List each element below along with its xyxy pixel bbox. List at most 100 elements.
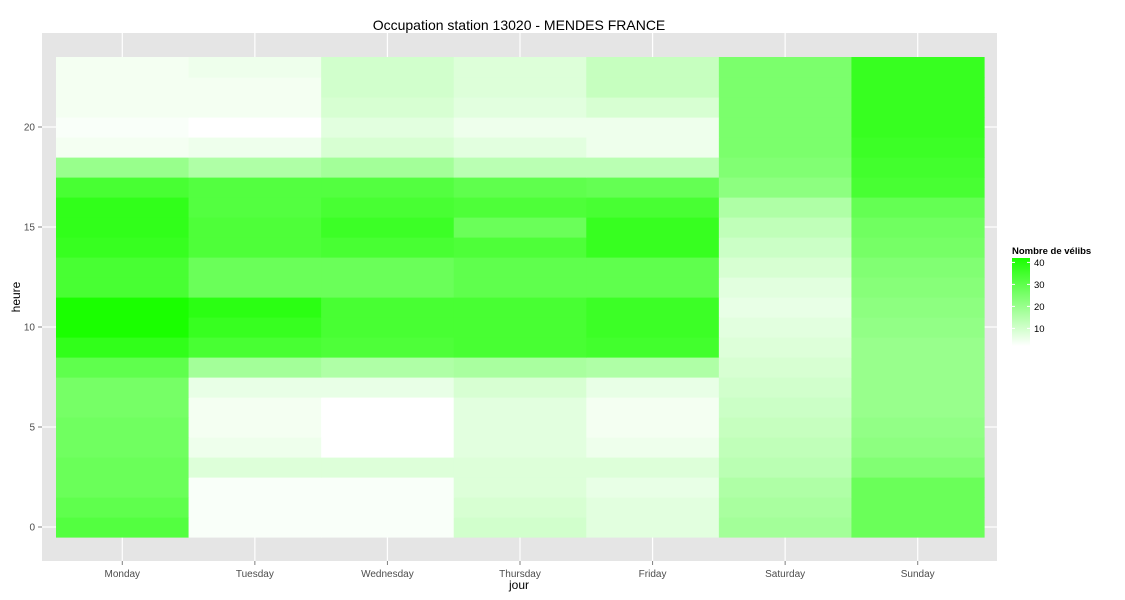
heatmap-cell — [321, 97, 455, 118]
heatmap-cell — [851, 157, 985, 178]
legend: Nombre de vélibs 40 30 20 10 — [1012, 246, 1091, 346]
heatmap-cell — [188, 217, 322, 238]
heatmap-cell — [56, 97, 190, 118]
heatmap-cell — [718, 97, 853, 118]
heatmap-cell — [188, 97, 322, 118]
heatmap-cell — [851, 417, 985, 438]
heatmap-cell — [718, 137, 853, 158]
heatmap-cell — [56, 497, 190, 518]
heatmap-cell — [718, 117, 853, 138]
heatmap-cell — [188, 357, 322, 378]
heatmap-cell — [56, 217, 190, 238]
heatmap-cell — [56, 77, 190, 98]
heatmap-cell — [453, 477, 587, 498]
heatmap-cell — [453, 517, 587, 538]
heatmap-cell — [586, 317, 720, 338]
heatmap-cell — [56, 337, 190, 358]
heatmap-cell — [453, 77, 587, 98]
heatmap-cell — [453, 97, 587, 118]
heatmap-cell — [718, 317, 853, 338]
heatmap-cell — [718, 217, 853, 238]
heatmap-cell — [586, 57, 720, 78]
heatmap-cell — [188, 337, 322, 358]
heatmap-cell — [453, 417, 587, 438]
heatmap-cell — [453, 277, 587, 298]
heatmap-cell — [586, 217, 720, 238]
heatmap-cell — [321, 477, 455, 498]
heatmap-cell — [188, 397, 322, 418]
x-tick-label: Saturday — [765, 569, 805, 580]
chart-title: Occupation station 13020 - MENDES FRANCE — [373, 17, 666, 33]
heatmap-cell — [188, 457, 322, 478]
heatmap-cell — [586, 417, 720, 438]
heatmap-cell — [56, 277, 190, 298]
heatmap-cell — [321, 257, 455, 278]
heatmap-cell — [321, 117, 455, 138]
x-tick-label: Sunday — [901, 569, 935, 580]
heatmap-cell — [718, 197, 853, 218]
heatmap-cell — [851, 57, 985, 78]
heatmap-cell — [586, 157, 720, 178]
heatmap-cell — [56, 397, 190, 418]
heatmap-cell — [188, 437, 322, 458]
heatmap-cell — [586, 197, 720, 218]
heatmap-cell — [56, 137, 190, 158]
heatmap-cell — [453, 257, 587, 278]
heatmap-cell — [188, 197, 322, 218]
heatmap-cell — [321, 237, 455, 258]
heatmap-cell — [188, 297, 322, 318]
legend-tick-label: 30 — [1034, 280, 1045, 291]
heatmap-cell — [188, 317, 322, 338]
heatmap-cell — [586, 297, 720, 318]
heatmap-cell — [453, 457, 587, 478]
heatmap-cell — [586, 397, 720, 418]
heatmap-cell — [586, 237, 720, 258]
heatmap-cell — [851, 217, 985, 238]
heatmap-cell — [851, 237, 985, 258]
heatmap-cell — [321, 377, 455, 398]
heatmap-cell — [851, 437, 985, 458]
heatmap-cell — [586, 457, 720, 478]
heatmap-cell — [718, 257, 853, 278]
legend-color-bar — [1012, 258, 1030, 346]
heatmap-cell — [718, 497, 853, 518]
heatmap-cell — [586, 497, 720, 518]
heatmap-cell — [188, 477, 322, 498]
heatmap-cell — [851, 497, 985, 518]
heatmap-cell — [586, 257, 720, 278]
heatmap-cell — [188, 277, 322, 298]
heatmap-cell — [718, 477, 853, 498]
heatmap-cell — [851, 317, 985, 338]
heatmap-cell — [453, 297, 587, 318]
heatmap-cell — [453, 177, 587, 198]
heatmap-cell — [321, 337, 455, 358]
y-tick-label: 20 — [24, 123, 36, 134]
y-tick-label: 15 — [24, 223, 36, 234]
heatmap-cell — [851, 457, 985, 478]
heatmap-cell — [453, 337, 587, 358]
heatmap-cell — [56, 177, 190, 198]
legend-title: Nombre de vélibs — [1012, 246, 1091, 257]
heatmap-cell — [718, 297, 853, 318]
x-tick-label: Friday — [639, 569, 667, 580]
heatmap-cell — [188, 177, 322, 198]
heatmap-cell — [851, 197, 985, 218]
heatmap-cell — [56, 157, 190, 178]
heatmap-cell — [321, 437, 455, 458]
heatmap-cell — [321, 317, 455, 338]
heatmap-cell — [586, 77, 720, 98]
y-tick-label: 10 — [24, 323, 36, 334]
heatmap-cell — [453, 357, 587, 378]
y-axis-title: heure — [9, 281, 23, 312]
heatmap-cell — [851, 357, 985, 378]
heatmap-cell — [321, 157, 455, 178]
y-axis: 0 5 10 15 20 — [24, 123, 42, 534]
heatmap-cell — [321, 137, 455, 158]
x-axis: Monday Tuesday Wednesday Thursday Friday Satu… — [104, 561, 935, 580]
heatmap-cell — [453, 157, 587, 178]
heatmap-cell — [321, 417, 455, 438]
heatmap-cell — [586, 477, 720, 498]
heatmap-cell — [718, 397, 853, 418]
heatmap-cell — [453, 237, 587, 258]
